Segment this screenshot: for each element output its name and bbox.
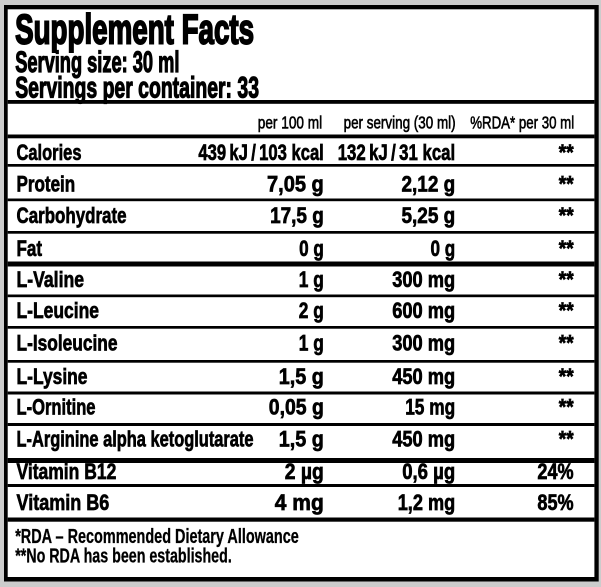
- svg-text:439 kJ / 103 kcal: 439 kJ / 103 kcal: [198, 140, 323, 165]
- svg-text:2,12 g: 2,12 g: [402, 172, 456, 197]
- svg-text:Calories: Calories: [17, 140, 82, 165]
- svg-text:L-Ornitine: L-Ornitine: [17, 395, 96, 420]
- svg-text:L-Leucine: L-Leucine: [17, 298, 100, 323]
- svg-text:0,6 µg: 0,6 µg: [402, 459, 455, 484]
- svg-text:450 mg: 450 mg: [392, 427, 455, 452]
- svg-text:%RDA* per 30 ml: %RDA* per 30 ml: [470, 112, 574, 132]
- svg-text:2 g: 2 g: [299, 298, 324, 323]
- svg-text:5,25 g: 5,25 g: [402, 203, 456, 228]
- svg-text:**: **: [559, 172, 574, 197]
- svg-text:1,5 g: 1,5 g: [279, 364, 324, 389]
- svg-text:Supplement Facts: Supplement Facts: [15, 5, 254, 52]
- svg-text:1,5 g: 1,5 g: [279, 427, 324, 452]
- svg-text:L-Lysine: L-Lysine: [17, 364, 88, 389]
- svg-text:Carbohydrate: Carbohydrate: [17, 203, 127, 228]
- svg-text:0,05 g: 0,05 g: [269, 395, 324, 420]
- svg-text:85%: 85%: [537, 490, 573, 515]
- svg-text:L-Valine: L-Valine: [17, 267, 85, 292]
- svg-text:7,05 g: 7,05 g: [267, 172, 324, 197]
- svg-text:24%: 24%: [537, 459, 573, 484]
- svg-text:Fat: Fat: [17, 236, 43, 261]
- svg-text:15 mg: 15 mg: [405, 395, 455, 420]
- svg-text:450 mg: 450 mg: [392, 364, 455, 389]
- svg-text:300 mg: 300 mg: [392, 267, 455, 292]
- svg-text:*RDA – Recommended Dietary All: *RDA – Recommended Dietary Allowance: [15, 526, 299, 548]
- svg-text:**: **: [559, 203, 574, 228]
- svg-text:**: **: [559, 427, 574, 452]
- svg-text:**: **: [559, 140, 574, 165]
- svg-text:300 mg: 300 mg: [392, 331, 455, 356]
- svg-text:**: **: [559, 395, 574, 420]
- svg-text:**: **: [559, 298, 574, 323]
- svg-text:**No RDA has been established.: **No RDA has been established.: [15, 546, 232, 568]
- svg-text:Vitamin B6: Vitamin B6: [17, 490, 110, 515]
- svg-text:per 100 ml: per 100 ml: [258, 112, 322, 132]
- svg-text:Servings per container: 33: Servings per container: 33: [15, 72, 259, 105]
- svg-text:Vitamin B12: Vitamin B12: [17, 459, 117, 484]
- svg-text:**: **: [559, 236, 574, 261]
- svg-text:L-Isoleucine: L-Isoleucine: [17, 331, 118, 356]
- svg-text:per serving (30 ml): per serving (30 ml): [344, 112, 456, 132]
- svg-text:**: **: [559, 364, 574, 389]
- svg-text:0 g: 0 g: [431, 236, 456, 261]
- svg-text:600 mg: 600 mg: [392, 298, 455, 323]
- svg-text:1 g: 1 g: [299, 331, 324, 356]
- svg-text:1 g: 1 g: [299, 267, 324, 292]
- svg-text:132 kJ / 31 kcal: 132 kJ / 31 kcal: [338, 140, 456, 165]
- svg-text:1,2 mg: 1,2 mg: [398, 490, 456, 515]
- svg-text:L-Arginine alpha ketoglutarate: L-Arginine alpha ketoglutarate: [17, 427, 254, 452]
- svg-text:Protein: Protein: [17, 172, 76, 197]
- svg-text:17,5 g: 17,5 g: [270, 203, 324, 228]
- svg-text:**: **: [559, 331, 574, 356]
- svg-text:4 mg: 4 mg: [275, 490, 324, 515]
- svg-text:Serving size: 30 ml: Serving size: 30 ml: [15, 46, 179, 79]
- svg-text:**: **: [559, 267, 574, 292]
- svg-text:0 g: 0 g: [299, 236, 324, 261]
- svg-text:2 µg: 2 µg: [285, 459, 324, 484]
